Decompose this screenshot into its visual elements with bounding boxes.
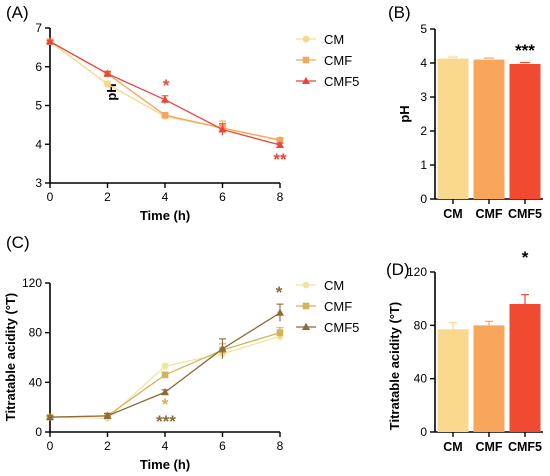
panel-c-data-point [103, 411, 112, 419]
panel-b-significance-label: *** [515, 41, 535, 60]
panel-c-xtick-label: 2 [104, 439, 111, 453]
panel-a-data-point [161, 111, 169, 119]
panel-b-category-label: CMF5 [508, 207, 542, 221]
panel-c-xtick-label: 0 [47, 439, 54, 453]
panel-a-xtick-label: 8 [277, 190, 284, 204]
panel-d-ytick-label: 120 [407, 265, 427, 279]
panel-a-data-point [46, 37, 54, 45]
panel-a-ytick-label: 3 [35, 176, 42, 190]
panel-c-significance-label: * [162, 395, 169, 414]
panel-b-ytick-label: 2 [420, 124, 427, 138]
panel-b-label: (B) [388, 3, 411, 22]
panel-d-significance-label: * [522, 248, 529, 267]
panel-a-significance-label: ** [273, 150, 287, 169]
panel-c-xtick-label: 6 [219, 439, 226, 453]
panel-a-data-point [161, 95, 169, 103]
panel-d-bar-chart: (D) Titratable acidity (°T) 0 40 80 120 CM CM… [386, 248, 543, 454]
panel-d-category-label: CMF [475, 440, 502, 454]
panel-a-xtick-label: 4 [162, 190, 169, 204]
panel-d-category-label: CMF5 [508, 440, 542, 454]
panel-c-data-point [161, 371, 169, 379]
panel-a-data-point [276, 137, 284, 144]
panel-a-ytick-label: 5 [35, 99, 42, 113]
panel-a-significance-label: * [163, 76, 170, 95]
panel-d-ylabel: Titratable acidity (°T) [387, 302, 402, 430]
panel-c-data-point [218, 344, 227, 352]
panel-b-category-label: CM [443, 207, 462, 221]
panel-d-label: (D) [386, 260, 410, 279]
panel-c-significance-label: *** [156, 412, 176, 431]
panel-d-ytick-label: 0 [420, 425, 427, 439]
panel-a-legend-marker [302, 76, 310, 84]
panel-a-legend-label: CM [324, 32, 344, 47]
panel-c-data-point [276, 329, 284, 336]
panel-b-ytick-label: 3 [420, 90, 427, 104]
panel-b-ytick-label: 0 [420, 192, 427, 206]
panel-a-ylabel: pH [104, 83, 119, 100]
panel-a-xtick-label: 6 [219, 190, 226, 204]
panel-c-ylabel: Titratable acidity (°T) [3, 293, 18, 421]
panel-c-label: (C) [6, 233, 30, 252]
panel-c-data-point [276, 308, 284, 316]
panel-c-ytick-label: 80 [29, 326, 43, 340]
panel-d-bar [509, 304, 541, 432]
panel-c-legend-marker [302, 302, 310, 310]
panel-d-bar [437, 329, 469, 432]
panel-c-xlabel: Time (h) [140, 457, 190, 472]
panel-c-legend-label: CMF [324, 299, 352, 314]
panel-c-significance-label: * [276, 283, 283, 302]
panel-c-data-point [161, 388, 169, 396]
panel-c-ytick-label: 120 [22, 276, 42, 290]
panel-c-legend-marker [302, 322, 310, 330]
panel-c-legend-label: CMF5 [324, 320, 359, 335]
panel-b-ylabel: pH [397, 105, 412, 122]
panel-a-xtick-label: 2 [104, 190, 111, 204]
panel-a-legend-marker [302, 56, 310, 64]
panel-c-legend-label: CM [324, 278, 344, 293]
panel-a-legend-label: CMF [324, 53, 352, 68]
panel-b-ytick-label: 1 [420, 158, 427, 172]
panel-d-category-label: CM [443, 440, 462, 454]
panel-b-bar-chart: (B) pH 0 1 2 3 4 5 CM CMF CMF5 *** [388, 3, 543, 221]
panel-c-data-point [161, 362, 169, 370]
panel-c-line-chart: (C) Titratable acidity (°T) Time (h) 040… [3, 233, 359, 472]
panel-a-data-point [276, 140, 284, 149]
panel-a-data-point [104, 80, 111, 88]
panel-b-bar [437, 58, 469, 199]
panel-b-bar [473, 59, 505, 199]
panel-b-bar [509, 64, 541, 200]
panel-d-bar [473, 325, 505, 432]
panel-a-legend-marker [302, 35, 310, 43]
panel-a-label: (A) [6, 3, 29, 22]
panel-a-ytick-label: 4 [35, 137, 42, 151]
panel-c-ytick-label: 0 [35, 425, 42, 439]
panel-a-xlabel: Time (h) [140, 208, 190, 223]
panel-b-ytick-label: 4 [420, 56, 427, 70]
panel-a-data-point [103, 69, 112, 77]
panel-c-xtick-label: 4 [162, 439, 169, 453]
panel-a-data-point [218, 125, 227, 133]
panel-a-ytick-label: 7 [35, 21, 42, 35]
panel-a-legend-label: CMF5 [324, 74, 359, 89]
panel-c-legend-marker [302, 281, 310, 289]
panel-a-xtick-label: 0 [47, 190, 54, 204]
panel-b-category-label: CMF [475, 207, 502, 221]
panel-d-ytick-label: 80 [414, 318, 428, 332]
panel-b-ytick-label: 5 [420, 22, 427, 36]
panel-c-ytick-label: 40 [29, 375, 43, 389]
panel-c-data-point [46, 412, 54, 421]
panel-a-ytick-label: 6 [35, 60, 42, 74]
panel-d-ytick-label: 40 [414, 372, 428, 386]
panel-c-xtick-label: 8 [277, 439, 284, 453]
